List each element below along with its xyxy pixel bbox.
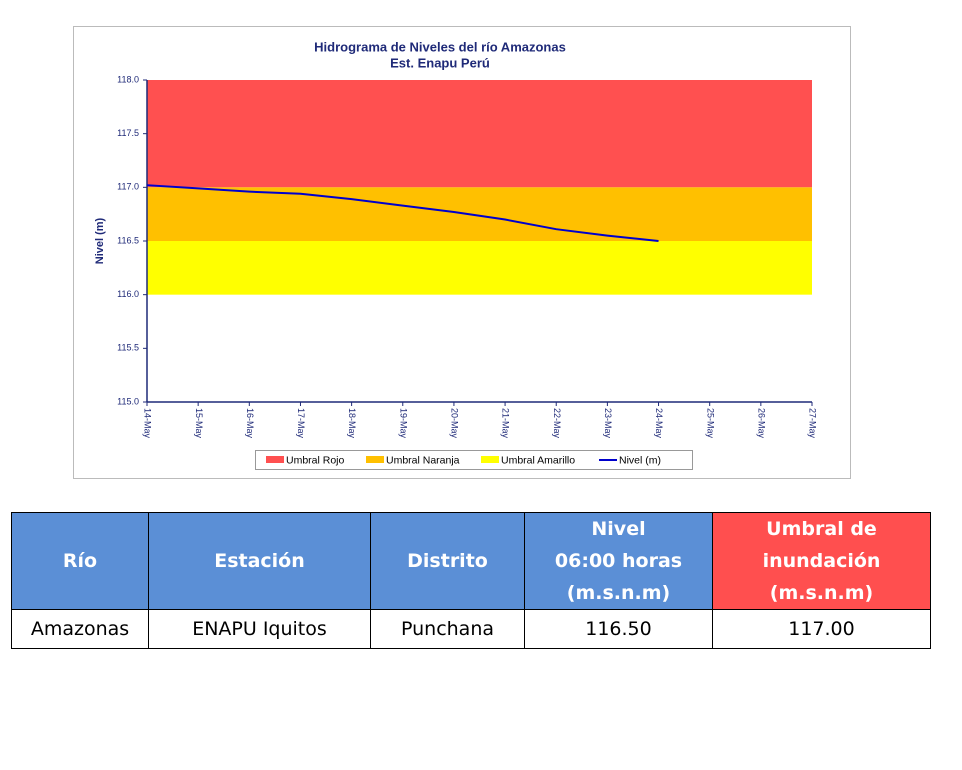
legend-label: Umbral Rojo (286, 454, 345, 466)
x-tick-label: 22-May (552, 408, 562, 439)
legend-swatch (366, 456, 384, 463)
threshold-band (147, 187, 812, 241)
y-tick-label: 115.0 (117, 396, 139, 406)
table: Río Estación Distrito Nivel 06:00 horas (m.s.… (11, 512, 931, 649)
y-tick-label: 115.5 (117, 343, 139, 353)
x-tick-label: 14-May (143, 408, 153, 439)
header-text: (m.s.n.m) (566, 582, 671, 604)
legend-label: Umbral Amarillo (501, 454, 575, 466)
chart-subtitle: Est. Enapu Perú (390, 55, 490, 70)
x-tick-label: 15-May (194, 408, 204, 439)
data-cell: ENAPU Iquitos (148, 609, 371, 649)
chart-title: Hidrograma de Niveles del río Amazonas (314, 39, 566, 54)
header-text: Nivel (591, 518, 646, 540)
legend-label: Umbral Naranja (386, 454, 460, 466)
legend: Umbral Rojo Umbral Naranja Umbral Amarillo… (255, 450, 693, 470)
data-cell: Punchana (370, 609, 525, 649)
header-text: Umbral de (766, 518, 877, 540)
threshold-band (147, 241, 812, 295)
data-cell: 117.00 (712, 609, 931, 649)
x-tick-label: 24-May (654, 408, 664, 439)
legend-label: Nivel (m) (619, 454, 661, 466)
header-cell: Umbral de inundación (m.s.n.m) (712, 512, 931, 610)
data-cell: 116.50 (524, 609, 713, 649)
x-tick-label: 21-May (501, 408, 511, 439)
header-cell: Distrito (370, 512, 525, 610)
header-cell: Río (11, 512, 149, 610)
data-cell: Amazonas (11, 609, 149, 649)
header-row: Río Estación Distrito Nivel 06:00 horas (m.s.… (11, 512, 931, 610)
x-tick-label: 18-May (347, 408, 357, 439)
y-tick-label: 118.0 (117, 74, 139, 84)
header-text: 06:00 horas (554, 550, 683, 572)
data-row: Amazonas ENAPU Iquitos Punchana 116.50 117.0… (11, 609, 931, 649)
header-text: Estación (214, 550, 305, 572)
y-tick-label: 117.0 (117, 182, 139, 192)
legend-swatch (266, 456, 284, 463)
header-cell: Estación (148, 512, 371, 610)
x-tick-label: 19-May (398, 408, 408, 439)
x-tick-label: 16-May (245, 408, 255, 439)
level-line (146, 184, 659, 242)
header-text: (m.s.n.m) (769, 582, 874, 604)
x-tick-label: 25-May (705, 408, 715, 439)
header-text: inundación (762, 550, 881, 572)
legend-swatch (481, 456, 499, 463)
y-tick-label: 116.0 (117, 289, 139, 299)
legend-box (255, 450, 693, 470)
x-tick-label: 17-May (296, 408, 306, 439)
y-tick-label: 116.5 (117, 235, 139, 245)
header-text: Distrito (407, 550, 488, 572)
header-cell: Nivel 06:00 horas (m.s.n.m) (524, 512, 713, 610)
y-tick-label: 117.5 (117, 128, 139, 138)
header-text: Río (62, 550, 98, 572)
x-tick-label: 20-May (450, 408, 460, 439)
chart: Hidrograma de Niveles del río Amazonas E… (73, 26, 851, 479)
x-tick-label: 26-May (756, 408, 766, 439)
threshold-band (147, 80, 812, 188)
y-axis-label: Nivel (m) (94, 217, 106, 264)
x-tick-label: 23-May (603, 408, 613, 439)
x-tick-label: 27-May (808, 408, 818, 439)
